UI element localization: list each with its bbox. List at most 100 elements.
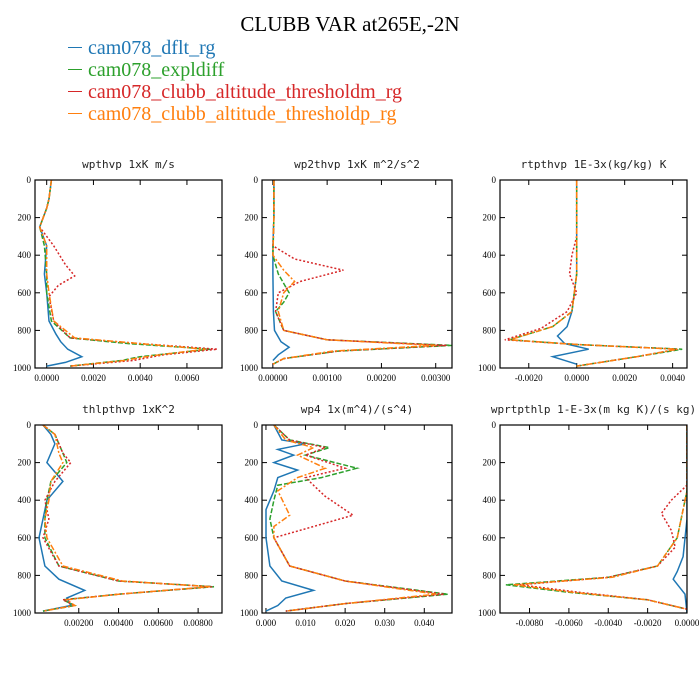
y-tick-label: 0 [27,175,32,185]
legend-swatch [68,46,82,48]
series-line [42,425,213,612]
x-tick-label: 0.020 [335,618,356,628]
x-tick-label: 0.0040 [660,373,685,383]
legend-item: cam078_clubb_altitude_thresholdm_rg [68,81,402,103]
plot-frame [499,424,688,614]
y-tick-label: 1000 [240,608,259,618]
series-line [519,425,687,610]
y-tick-label: 600 [18,288,32,298]
panel-title: thlpthvp 1xK^2 [82,403,175,416]
x-tick-label: 0.00400 [104,618,134,628]
x-tick-label: 0.00200 [367,373,397,383]
series-line [38,425,87,612]
y-tick-label: 600 [245,288,259,298]
y-tick-label: 800 [18,570,32,580]
series-line [509,180,683,367]
x-tick-label: -0.0020 [515,373,543,383]
x-tick-label: -0.0080 [516,618,544,628]
series-line [38,180,218,367]
y-tick-label: 800 [18,325,32,335]
x-tick-label: 0.00100 [313,373,343,383]
y-tick-label: 600 [483,533,497,543]
legend-swatch [68,90,82,92]
figure-title: CLUBB VAR at265E,-2N [240,12,460,36]
x-tick-label: -0.0060 [555,618,583,628]
y-tick-label: 400 [18,250,32,260]
legend-item: cam078_dflt_rg [68,37,402,59]
x-tick-label: 0.00200 [64,618,94,628]
y-tick-label: 800 [483,570,497,580]
panel-title: wprtpthlp 1-E-3x(m kg K)/(s kg) [491,403,696,416]
panel-title: wp2thvp 1xK m^2/s^2 [294,158,420,171]
y-tick-label: 400 [245,495,259,505]
y-tick-label: 200 [483,458,497,468]
y-tick-label: 1000 [478,363,497,373]
series-line [38,180,211,367]
series-line [269,425,449,612]
legend-label: cam078_clubb_altitude_thresholdm_rg [88,81,403,103]
x-tick-label: 0.00000 [258,373,288,383]
series-line [513,425,687,610]
legend-item: cam078_expldiff [68,59,402,81]
x-tick-label: 0.010 [295,618,316,628]
plot-frame [34,424,223,614]
x-tick-label: -0.0020 [634,618,662,628]
x-tick-label: 0.0000 [675,618,700,628]
y-tick-label: 400 [483,495,497,505]
series-line [273,425,437,612]
y-tick-label: 600 [18,533,32,543]
y-tick-label: 200 [245,213,259,223]
plot-frame [261,424,453,614]
x-tick-label: 0.030 [375,618,396,628]
chart-panel: rtpthvp 1E-3x(kg/kg) K 0 200 400 600 800 1000 -… [478,158,688,383]
y-tick-label: 200 [483,213,497,223]
legend-item: cam078_clubb_altitude_thresholdp_rg [68,103,402,125]
series-line [265,425,317,612]
series-line [509,180,678,367]
series-line [504,180,678,367]
y-tick-label: 200 [245,458,259,468]
x-tick-label: 0.0040 [128,373,153,383]
x-tick-label: 0.000 [256,618,277,628]
series-line [549,180,589,365]
legend-label: cam078_expldiff [88,59,225,81]
chart-panel: wprtpthlp 1-E-3x(m kg K)/(s kg) 0 200 400 60… [478,403,700,628]
y-tick-label: 600 [483,288,497,298]
y-tick-label: 400 [18,495,32,505]
legend: cam078_dflt_rg cam078_expldiff cam078_cl… [68,37,402,125]
series-line [272,180,436,365]
y-tick-label: 400 [483,250,497,260]
y-tick-label: 1000 [13,363,32,373]
x-tick-label: 0.0020 [612,373,637,383]
plot-frame [34,179,223,369]
series-line [272,425,445,612]
series-line [38,180,206,367]
y-tick-label: 400 [245,250,259,260]
y-tick-label: 200 [18,213,32,223]
y-tick-label: 600 [245,533,259,543]
y-tick-label: 800 [245,325,259,335]
y-tick-label: 1000 [13,608,32,618]
y-tick-label: 200 [18,458,32,468]
y-tick-label: 1000 [240,363,259,373]
series-line [272,180,291,362]
y-tick-label: 0 [492,420,497,430]
y-tick-label: 0 [27,420,32,430]
plot-frame [499,179,688,369]
x-tick-label: -0.0040 [594,618,622,628]
y-tick-label: 1000 [478,608,497,618]
plot-frame [261,179,453,369]
x-tick-label: 0.00800 [184,618,214,628]
legend-swatch [68,68,82,70]
series-line [272,180,447,365]
panel-title: wpthvp 1xK m/s [82,158,175,171]
series-line [272,180,452,365]
legend-swatch [68,112,82,114]
panel-title: rtpthvp 1E-3x(kg/kg) K [521,158,667,171]
chart-panel: thlpthvp 1xK^2 0 200 400 600 800 1000 0.00200 0.… [13,403,223,628]
legend-label: cam078_dflt_rg [88,37,216,59]
x-tick-label: 0.0000 [564,373,589,383]
